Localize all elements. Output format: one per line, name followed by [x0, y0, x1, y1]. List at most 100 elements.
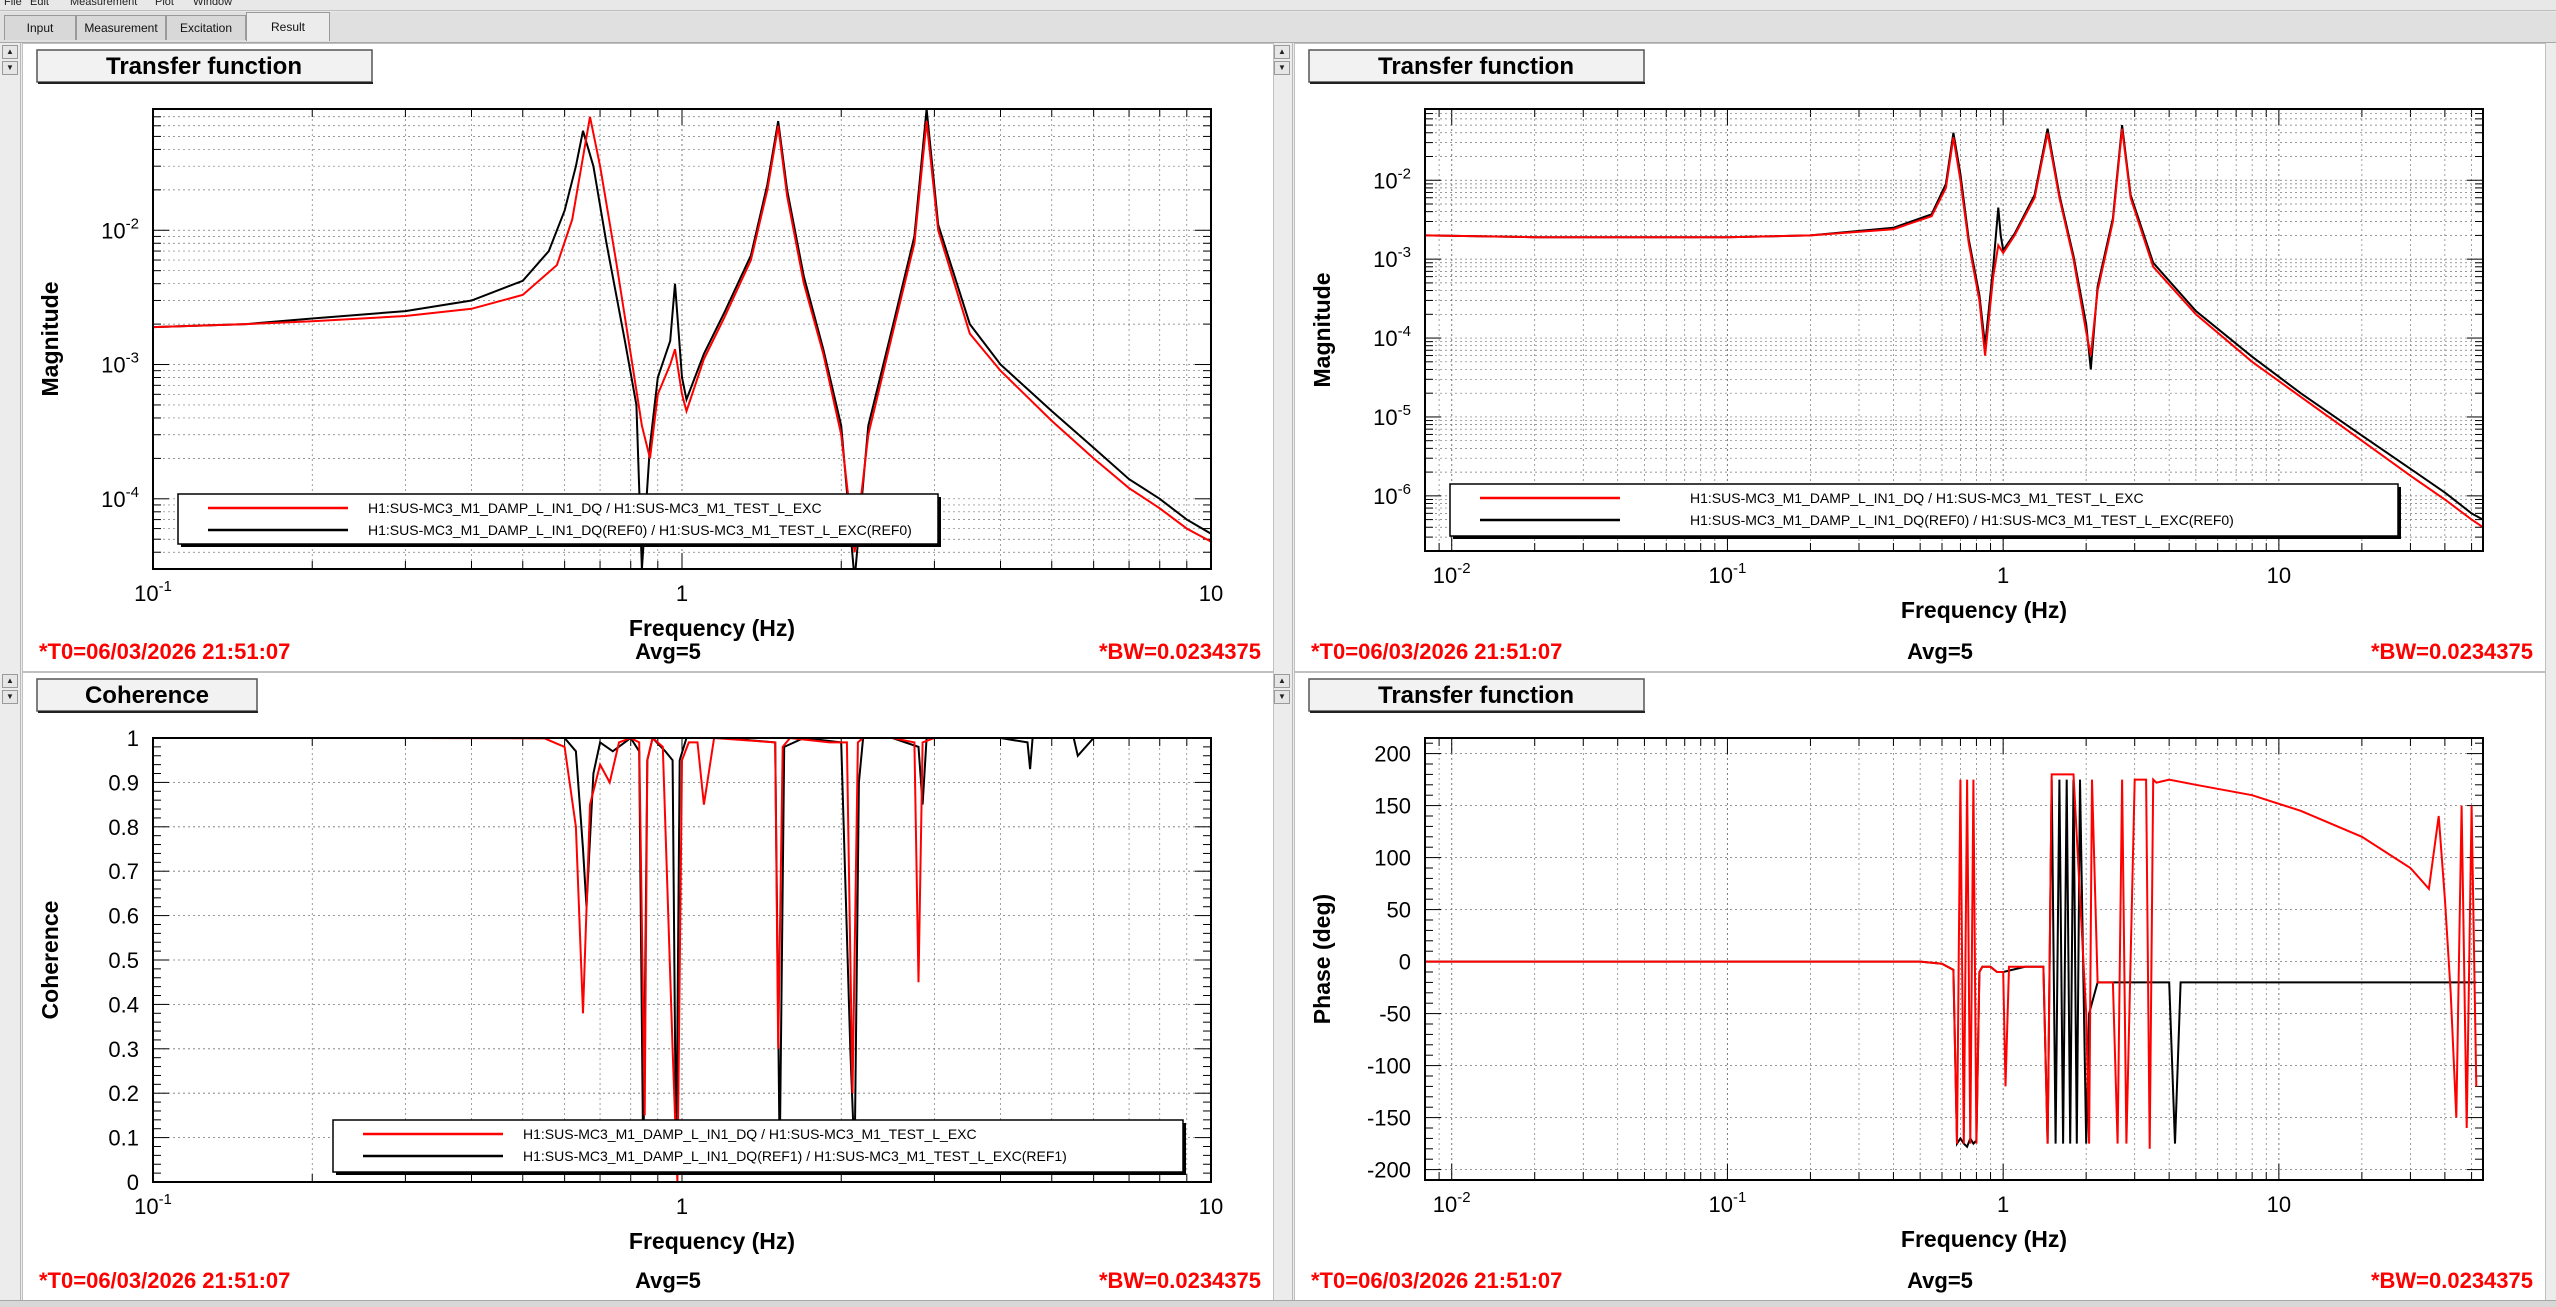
- tab-excitation[interactable]: Excitation: [166, 15, 246, 40]
- scroll-down-arrow-icon[interactable]: ▼: [2, 61, 18, 75]
- y-tick-label: -150: [1367, 1106, 1411, 1131]
- y-tick-label: 10-4: [1373, 323, 1411, 351]
- menu-bar: File Edit Measurement Plot Window: [0, 0, 2556, 11]
- legend-label: H1:SUS-MC3_M1_DAMP_L_IN1_DQ / H1:SUS-MC3…: [523, 1126, 977, 1142]
- chart-svg[interactable]: Transfer function 10-1 1 10 10-4 10-3 10-2 Freq…: [23, 44, 1273, 671]
- x-tick-label: 10: [2267, 1192, 2291, 1217]
- chart-svg[interactable]: Transfer function 10-2 10-1 1 10 -200 -150 -100…: [1295, 673, 2545, 1300]
- y-tick-label: 0.2: [108, 1081, 139, 1106]
- menu-plot[interactable]: Plot: [155, 0, 174, 8]
- y-tick-label: 0.4: [108, 992, 139, 1017]
- y-tick-label: 0.1: [108, 1126, 139, 1151]
- pane-scroll-arrows: ▲ ▼: [2, 674, 18, 706]
- tab-measurement[interactable]: Measurement: [76, 15, 166, 40]
- y-tick-label: -50: [1379, 1002, 1411, 1027]
- x-tick-label: 10-1: [1709, 560, 1747, 588]
- tab-result[interactable]: Result: [246, 12, 330, 41]
- y-tick-label: 10-6: [1373, 481, 1411, 509]
- legend: H1:SUS-MC3_M1_DAMP_L_IN1_DQ / H1:SUS-MC3…: [332, 1119, 1186, 1175]
- plot-pane-4: Transfer function 10-2 10-1 1 10 -200 -150 -100…: [1294, 672, 2546, 1301]
- left-divider: [20, 43, 21, 1300]
- x-tick-label: 1: [1997, 1192, 2009, 1217]
- scroll-up-arrow-icon[interactable]: ▲: [2, 45, 18, 59]
- legend-label: H1:SUS-MC3_M1_DAMP_L_IN1_DQ(REF1) / H1:S…: [523, 1148, 1067, 1164]
- panel-title: Transfer function: [1378, 53, 1574, 80]
- average-count-label: Avg=5: [635, 639, 701, 664]
- y-tick-label: 10-4: [101, 484, 139, 512]
- panel-title-box: [1308, 678, 1645, 712]
- x-tick-label: 10: [1199, 1194, 1223, 1219]
- y-tick-label: 200: [1374, 742, 1411, 767]
- x-tick-label: 10-1: [134, 578, 172, 606]
- panel-title: Transfer function: [106, 53, 302, 80]
- plot-frame: [152, 737, 1212, 1183]
- scroll-up-arrow-icon[interactable]: ▲: [2, 674, 18, 688]
- x-tick-label: 10: [1199, 581, 1223, 606]
- status-bar: [0, 1300, 2556, 1307]
- menu-file[interactable]: File: [4, 0, 22, 8]
- y-tick-label: 0: [127, 1170, 139, 1195]
- x-tick-label: 10-1: [134, 1191, 172, 1219]
- y-tick-label: 0.9: [108, 770, 139, 795]
- pane-scroll-arrows: ▲ ▼: [1274, 45, 1290, 77]
- middle-divider: [1292, 43, 1293, 1300]
- scroll-down-arrow-icon[interactable]: ▼: [1274, 690, 1290, 704]
- legend: H1:SUS-MC3_M1_DAMP_L_IN1_DQ / H1:SUS-MC3…: [177, 493, 941, 547]
- average-count-label: Avg=5: [1907, 1268, 1973, 1293]
- plot-pane-1: Transfer function 10-1 1 10 10-4 10-3 10-2 Freq…: [22, 43, 1274, 672]
- series-line-live: [1425, 128, 2483, 529]
- bandwidth-label: *BW=0.0234375: [1099, 1268, 1261, 1293]
- x-tick-label: 10-2: [1433, 1189, 1471, 1217]
- y-axis-label: Magnitude: [37, 282, 63, 397]
- scroll-up-arrow-icon[interactable]: ▲: [1274, 674, 1290, 688]
- tab-bar: Input Measurement Excitation Result: [0, 12, 2556, 43]
- scroll-up-arrow-icon[interactable]: ▲: [1274, 45, 1290, 59]
- y-tick-label: 0.7: [108, 859, 139, 884]
- x-tick-label: 1: [676, 1194, 688, 1219]
- plot-pane-3: Coherence 10-1 1 10 0 0.1 0.2 0.3 0.4 0.5 0.6 0.7 0.…: [22, 672, 1274, 1301]
- plot-frame: [152, 108, 1212, 570]
- pane-scroll-arrows: ▲ ▼: [2, 45, 18, 77]
- y-tick-label: 0.3: [108, 1037, 139, 1062]
- pane-scroll-arrows: ▲ ▼: [1274, 674, 1290, 706]
- y-tick-label: 10-3: [101, 350, 139, 378]
- y-tick-label: 0.5: [108, 948, 139, 973]
- y-axis-label: Coherence: [37, 901, 63, 1020]
- y-tick-label: 10-2: [1373, 165, 1411, 193]
- average-count-label: Avg=5: [1907, 639, 1973, 664]
- start-time-label: *T0=06/03/2026 21:51:07: [39, 639, 290, 664]
- y-tick-label: 10-3: [1373, 244, 1411, 272]
- y-tick-label: 50: [1387, 898, 1411, 923]
- x-axis-label: Frequency (Hz): [1901, 1226, 2067, 1252]
- bandwidth-label: *BW=0.0234375: [2371, 1268, 2533, 1293]
- x-tick-label: 1: [676, 581, 688, 606]
- plot-pane-2: Transfer function 10-2 10-1 1 10 10-6 10-5 10-4…: [1294, 43, 2546, 672]
- tab-input[interactable]: Input: [4, 15, 76, 40]
- chart-svg[interactable]: Transfer function 10-2 10-1 1 10 10-6 10-5 10-4…: [1295, 44, 2545, 671]
- legend-label: H1:SUS-MC3_M1_DAMP_L_IN1_DQ / H1:SUS-MC3…: [368, 500, 822, 516]
- x-axis-label: Frequency (Hz): [1901, 597, 2067, 623]
- panel-title: Coherence: [85, 682, 209, 709]
- menu-measurement[interactable]: Measurement: [70, 0, 138, 8]
- panel-title: Transfer function: [1378, 682, 1574, 709]
- y-tick-label: 100: [1374, 846, 1411, 871]
- series-line-live: [1425, 773, 2478, 1149]
- y-tick-label: -100: [1367, 1054, 1411, 1079]
- menu-edit[interactable]: Edit: [30, 0, 49, 8]
- panel-title-box: [36, 49, 373, 83]
- menu-window[interactable]: Window: [193, 0, 233, 8]
- grid: [152, 737, 1212, 1183]
- start-time-label: *T0=06/03/2026 21:51:07: [1311, 639, 1562, 664]
- plot-frame: [1424, 737, 2484, 1181]
- x-tick-label: 1: [1997, 563, 2009, 588]
- chart-svg[interactable]: Coherence 10-1 1 10 0 0.1 0.2 0.3 0.4 0.5 0.6 0.7 0.…: [23, 673, 1273, 1300]
- y-tick-label: -200: [1367, 1158, 1411, 1183]
- panel-title-box: [1308, 49, 1645, 83]
- scroll-down-arrow-icon[interactable]: ▼: [1274, 61, 1290, 75]
- scroll-down-arrow-icon[interactable]: ▼: [2, 690, 18, 704]
- x-axis-label: Frequency (Hz): [629, 615, 795, 641]
- legend: H1:SUS-MC3_M1_DAMP_L_IN1_DQ / H1:SUS-MC3…: [1449, 483, 2401, 539]
- y-axis-label: Phase (deg): [1309, 894, 1335, 1024]
- y-axis-label: Magnitude: [1309, 273, 1335, 388]
- x-tick-label: 10-1: [1709, 1189, 1747, 1217]
